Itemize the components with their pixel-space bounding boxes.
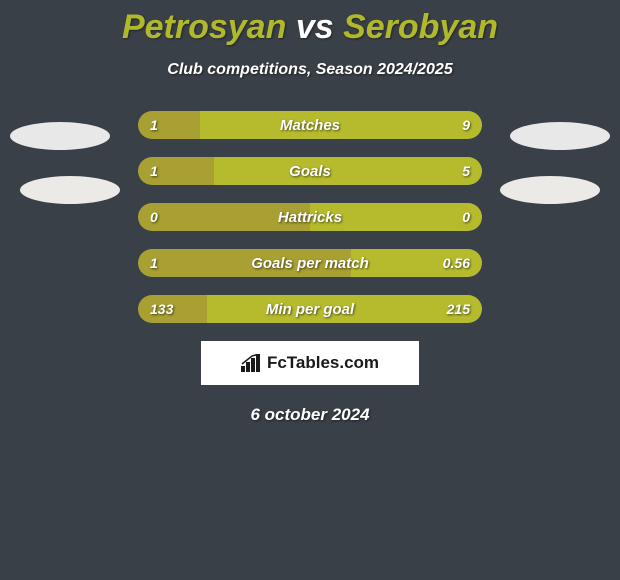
stat-label: Hattricks [138,203,482,231]
stat-row: Matches1 9 [138,111,482,139]
stat-value-left: 1 [150,249,158,277]
stat-value-right: 5 [462,157,470,185]
player1-avatar-bottom [20,176,120,204]
comparison-title: Petrosyan vs Serobyan [0,0,620,47]
stat-label: Matches [138,111,482,139]
stat-value-right: 0 [462,203,470,231]
player2-avatar-top [510,122,610,150]
vs-text: vs [296,8,334,46]
stat-label: Min per goal [138,295,482,323]
stat-row: Goals per match1 0.56 [138,249,482,277]
player2-avatar-bottom [500,176,600,204]
stat-value-left: 0 [150,203,158,231]
stat-row: Hattricks0 0 [138,203,482,231]
player1-name: Petrosyan [122,8,286,46]
chart-icon [241,354,263,372]
brand-banner: FcTables.com [201,341,419,385]
player2-name: Serobyan [343,8,498,46]
stat-value-left: 1 [150,111,158,139]
stat-value-right: 215 [447,295,470,323]
stat-row: Min per goal133 215 [138,295,482,323]
subtitle: Club competitions, Season 2024/2025 [0,61,620,79]
player1-avatar-top [10,122,110,150]
brand-text: FcTables.com [267,353,379,373]
date-text: 6 october 2024 [0,405,620,425]
stat-value-right: 9 [462,111,470,139]
stats-rows: Matches19Goals15Hattricks00Goals per mat… [138,111,482,323]
stat-value-right: 0.56 [443,249,470,277]
stat-label: Goals [138,157,482,185]
stat-value-left: 133 [150,295,173,323]
stat-row: Goals1 5 [138,157,482,185]
stat-value-left: 1 [150,157,158,185]
stat-label: Goals per match [138,249,482,277]
